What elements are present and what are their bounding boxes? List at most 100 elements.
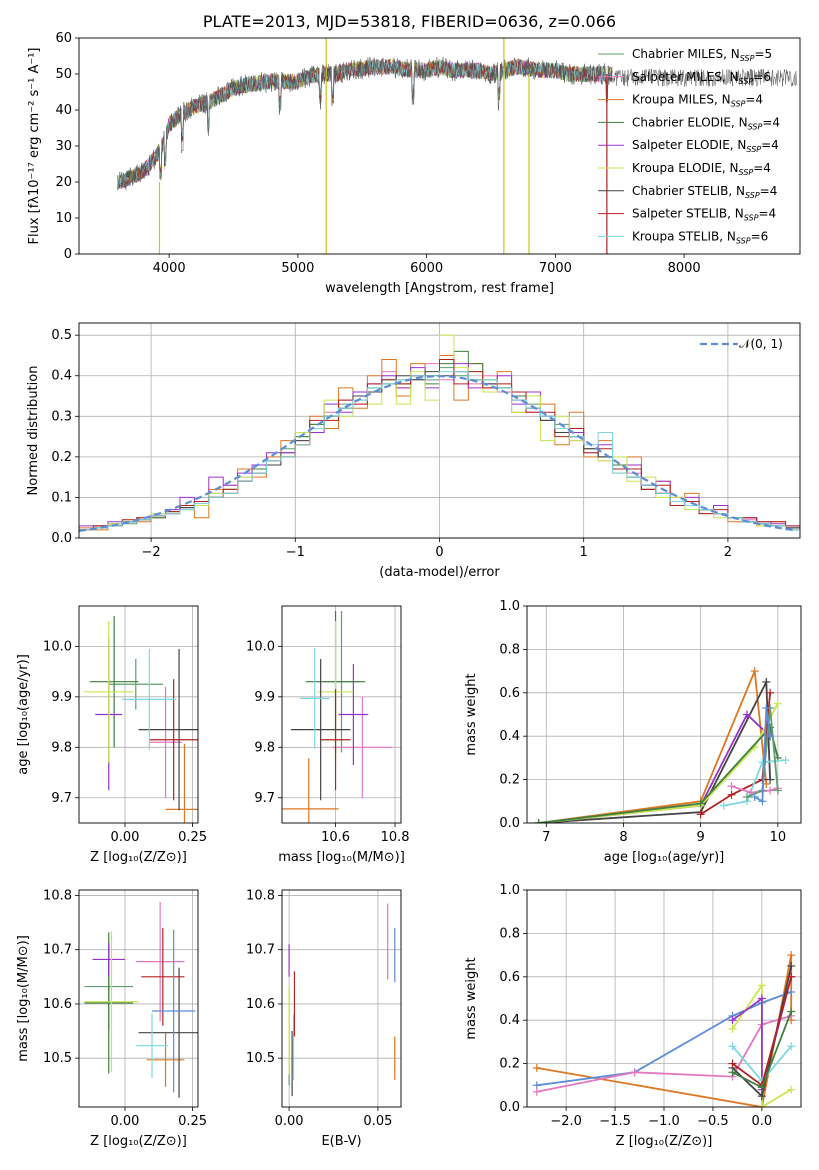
y-axis-label: Flux [fλ10⁻¹⁷ erg cm⁻² s⁻¹ A⁻¹]	[27, 48, 42, 245]
y-tick-label: 0.4	[499, 1013, 520, 1028]
x-axis-label: E(B-V)	[321, 1134, 361, 1149]
y-tick-label: 0.5	[51, 328, 72, 343]
weight-line	[754, 707, 771, 803]
plot-area	[534, 667, 790, 823]
legend-label: Kroupa ELODIE, NSSP=4	[632, 161, 771, 177]
y-tick-label: 9.7	[51, 791, 72, 806]
y-tick-label: 10	[55, 211, 72, 226]
y-tick-label: 30	[55, 139, 72, 154]
y-tick-label: 10.8	[43, 888, 72, 903]
x-tick-label: 8	[619, 830, 627, 845]
x-tick-label: 9	[697, 830, 705, 845]
y-tick-label: 0.0	[499, 1100, 520, 1115]
x-tick-label: 0.05	[363, 1114, 392, 1129]
spectrum-line	[117, 59, 613, 191]
spectrum-line	[117, 59, 613, 189]
y-tick-label: 0.0	[51, 531, 72, 546]
y-tick-label: 1.0	[499, 599, 520, 614]
plot-area	[84, 901, 198, 1098]
panel-age_vs_Z: 0.00 0.25 9.7 9.8 9.9 10.0 Z [log₁₀(Z/Z⊙)] age …	[16, 605, 207, 865]
x-tick-label: 0.25	[178, 830, 207, 845]
x-axis-label: mass [log₁₀(M/M⊙)]	[278, 850, 405, 865]
y-tick-label: 10.6	[246, 997, 275, 1012]
legend-label: Salpeter MILES, NSSP=6	[632, 70, 771, 86]
y-tick-label: 10.0	[43, 639, 72, 654]
y-tick-label: 10.0	[246, 639, 275, 654]
weight-line	[538, 725, 779, 823]
x-tick-label: 7000	[539, 261, 572, 276]
x-tick-label: 0.00	[275, 1114, 304, 1129]
x-axis-label: age [log₁₀(age/yr)]	[604, 850, 725, 865]
y-axis-label: mass weight	[464, 957, 479, 1039]
panel-spectrum: 4000 5000 6000 7000 8000 0 10 20 30 40 50 60 wavelen…	[27, 31, 801, 296]
legend-label: Chabrier MILES, NSSP=5	[632, 47, 772, 63]
x-tick-label: −1.5	[599, 1114, 631, 1129]
y-tick-label: 0.2	[499, 773, 520, 788]
spectrum-line	[117, 59, 613, 189]
observed-spectrum-line	[117, 56, 798, 191]
axes-frame	[281, 605, 402, 824]
x-axis-label: Z [log₁₀(Z/Z⊙)]	[616, 1134, 713, 1149]
x-tick-label: 6000	[410, 261, 443, 276]
y-tick-label: 0.3	[51, 409, 72, 424]
y-tick-label: 0.4	[51, 369, 72, 384]
x-tick-label: 10.8	[381, 830, 410, 845]
y-tick-label: 9.8	[254, 740, 275, 755]
x-tick-label: −0.5	[697, 1114, 729, 1129]
y-tick-label: 9.7	[254, 791, 275, 806]
legend-label: Chabrier ELODIE, NSSP=4	[632, 115, 780, 131]
x-tick-label: −1.0	[648, 1114, 680, 1129]
x-tick-label: 10	[770, 830, 787, 845]
spectrum-line	[117, 58, 613, 190]
x-tick-label: 0.0	[752, 1114, 773, 1129]
axes-frame	[526, 605, 802, 824]
x-tick-label: 7	[542, 830, 550, 845]
x-tick-label: −1	[286, 545, 305, 560]
x-tick-label: 0.25	[178, 1114, 207, 1129]
histogram-step	[79, 371, 800, 538]
x-tick-label: 0.00	[111, 1114, 140, 1129]
y-tick-label: 0.6	[499, 970, 520, 985]
x-tick-label: 0	[435, 545, 443, 560]
y-tick-label: 0.2	[499, 1057, 520, 1072]
legend-label: Kroupa STELIB, NSSP=6	[632, 229, 768, 245]
legend-label: Kroupa MILES, NSSP=4	[632, 93, 763, 109]
x-tick-label: 10.6	[321, 830, 350, 845]
y-axis-label: mass [log₁₀(M/M⊙)]	[16, 935, 31, 1062]
y-tick-label: 10.7	[246, 943, 275, 958]
x-tick-label: −2.0	[550, 1114, 582, 1129]
spectrum-legend: Chabrier MILES, NSSP=5 Salpeter MILES, NS…	[598, 47, 780, 245]
histogram-step	[79, 334, 800, 538]
panel-weight_vs_Z: −2.0 −1.5 −1.0 −0.5 0.0 0.0 0.2 0.4 0.6 0.8 1.0 Z […	[464, 883, 802, 1149]
x-axis-label: Z [log₁₀(Z/Z⊙)]	[90, 1134, 187, 1149]
weight-line	[538, 703, 779, 823]
y-axis-label: mass weight	[464, 673, 479, 755]
plot-area	[288, 903, 396, 1097]
plot-area	[84, 616, 198, 823]
y-tick-label: 20	[55, 175, 72, 190]
x-axis-label: wavelength [Angstrom, rest frame]	[325, 281, 554, 296]
axes-frame	[526, 889, 802, 1108]
axes-frame	[78, 605, 199, 824]
y-tick-label: 0.8	[499, 926, 520, 941]
y-tick-label: 9.9	[254, 690, 275, 705]
y-tick-label: 10.7	[43, 943, 72, 958]
x-axis-label: Z [log₁₀(Z/Z⊙)]	[90, 850, 187, 865]
y-tick-label: 0.4	[499, 729, 520, 744]
y-tick-label: 0	[64, 247, 72, 262]
x-tick-label: 5000	[281, 261, 314, 276]
y-tick-label: 10.5	[246, 1051, 275, 1066]
legend-label: 𝒩(0, 1)	[739, 337, 783, 351]
y-tick-label: 9.8	[51, 740, 72, 755]
weight-line	[538, 678, 771, 823]
y-tick-label: 0.8	[499, 642, 520, 657]
y-tick-label: 10.5	[43, 1051, 72, 1066]
plot-area	[532, 951, 796, 1107]
y-tick-label: 10.8	[246, 888, 275, 903]
x-tick-label: 1	[580, 545, 588, 560]
plot-area	[79, 334, 800, 538]
weight-line	[723, 759, 786, 807]
panel-residuals: −2 −1 0 1 2 0.0 0.1 0.2 0.3 0.4 0.5 (data-model)/er…	[26, 322, 801, 580]
y-tick-label: 60	[55, 31, 72, 46]
panel-mass_vs_ebv: 0.00 0.05 10.5 10.6 10.7 10.8 E(B-V)	[246, 888, 402, 1149]
